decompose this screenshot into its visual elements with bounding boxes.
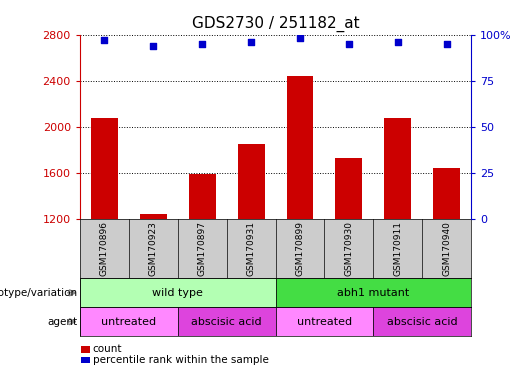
Point	[394, 39, 402, 45]
Text: GSM170911: GSM170911	[393, 221, 402, 276]
Bar	[140, 214, 167, 219]
Text: untreated: untreated	[297, 316, 352, 327]
Point	[247, 39, 255, 45]
Point	[296, 35, 304, 41]
Bar	[80, 307, 178, 336]
Text: percentile rank within the sample: percentile rank within the sample	[93, 355, 269, 365]
Bar	[286, 76, 314, 219]
Bar	[91, 118, 118, 219]
Bar	[188, 174, 216, 219]
Point	[443, 41, 451, 47]
Bar	[80, 278, 276, 307]
Text: GSM170896: GSM170896	[100, 221, 109, 276]
Bar	[433, 168, 460, 219]
Text: abscisic acid: abscisic acid	[191, 316, 262, 327]
Point	[149, 43, 158, 49]
Bar	[237, 144, 265, 219]
Text: agent: agent	[47, 316, 77, 327]
Bar	[276, 307, 373, 336]
Title: GDS2730 / 251182_at: GDS2730 / 251182_at	[192, 16, 359, 32]
Text: abscisic acid: abscisic acid	[387, 316, 458, 327]
Text: count: count	[93, 344, 122, 354]
Point	[100, 37, 109, 43]
Point	[345, 41, 353, 47]
Bar	[276, 278, 471, 307]
Text: GSM170931: GSM170931	[247, 221, 255, 276]
Text: wild type: wild type	[152, 288, 203, 298]
Text: genotype/variation: genotype/variation	[0, 288, 77, 298]
Bar	[335, 158, 363, 219]
Text: GSM170899: GSM170899	[296, 221, 304, 276]
Bar	[384, 118, 411, 219]
Text: untreated: untreated	[101, 316, 157, 327]
Bar	[178, 307, 276, 336]
Text: abh1 mutant: abh1 mutant	[337, 288, 409, 298]
Point	[198, 41, 206, 47]
Text: GSM170940: GSM170940	[442, 221, 451, 276]
Text: GSM170930: GSM170930	[345, 221, 353, 276]
Text: GSM170923: GSM170923	[149, 221, 158, 276]
Text: GSM170897: GSM170897	[198, 221, 207, 276]
Bar	[373, 307, 471, 336]
